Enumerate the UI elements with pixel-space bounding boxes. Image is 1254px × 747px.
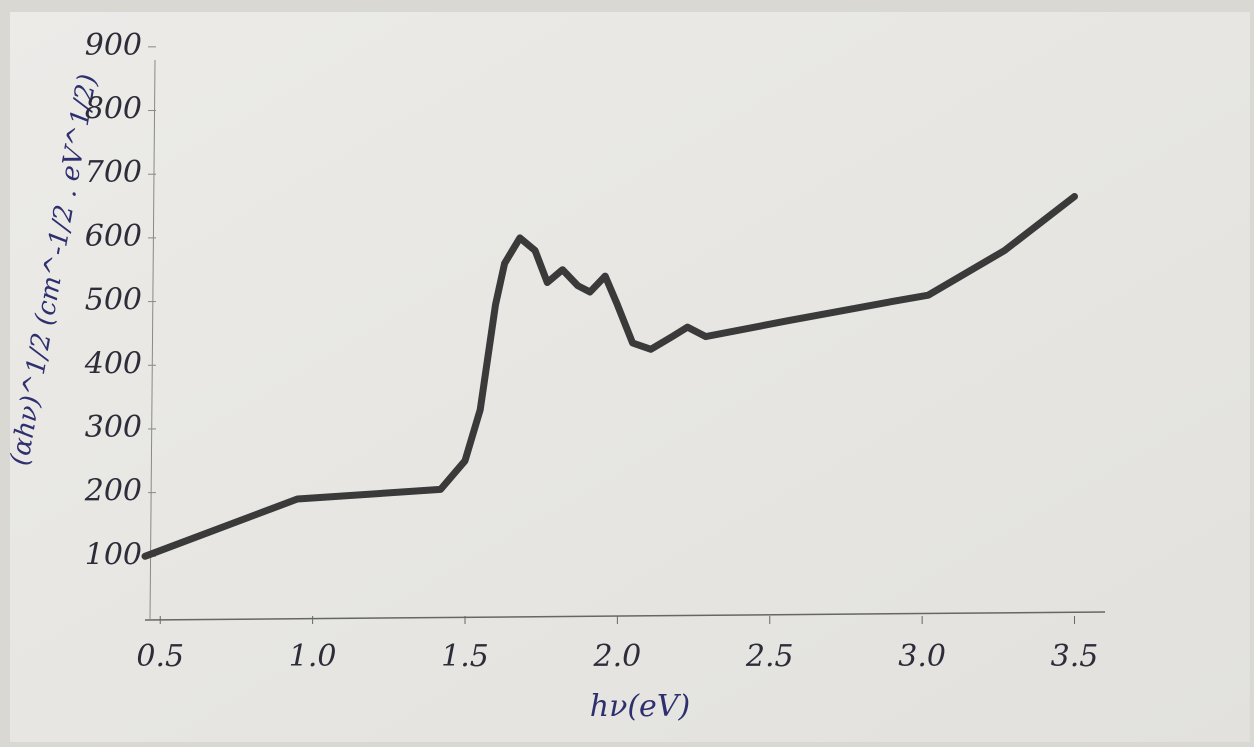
x-tick-label: 3.0 [898,639,946,674]
x-tick-label: 0.5 [136,639,184,674]
y-tick-label: 900 [85,28,142,63]
y-tick-label: 300 [85,410,142,445]
y-tick-label: 500 [85,283,142,318]
x-axis [144,611,1106,621]
y-tick-label: 400 [84,346,142,381]
y-axis [149,59,156,621]
y-tick-label: 200 [84,474,142,509]
x-tick-label: 1.5 [441,639,489,674]
x-tick-label: 3.5 [1051,639,1099,674]
y-tick-label: 600 [85,219,142,254]
x-tick-label: 2.5 [745,639,794,674]
x-tick-label: 1.0 [289,639,337,674]
y-tick-label: 100 [85,537,142,572]
x-tick-label: 2.0 [593,639,642,674]
y-tick-label: 700 [85,155,142,190]
x-axis-label: hν(eV) [590,689,690,724]
y-tick-label: 800 [85,92,142,127]
paper [10,12,1250,742]
data-line [141,193,1078,560]
